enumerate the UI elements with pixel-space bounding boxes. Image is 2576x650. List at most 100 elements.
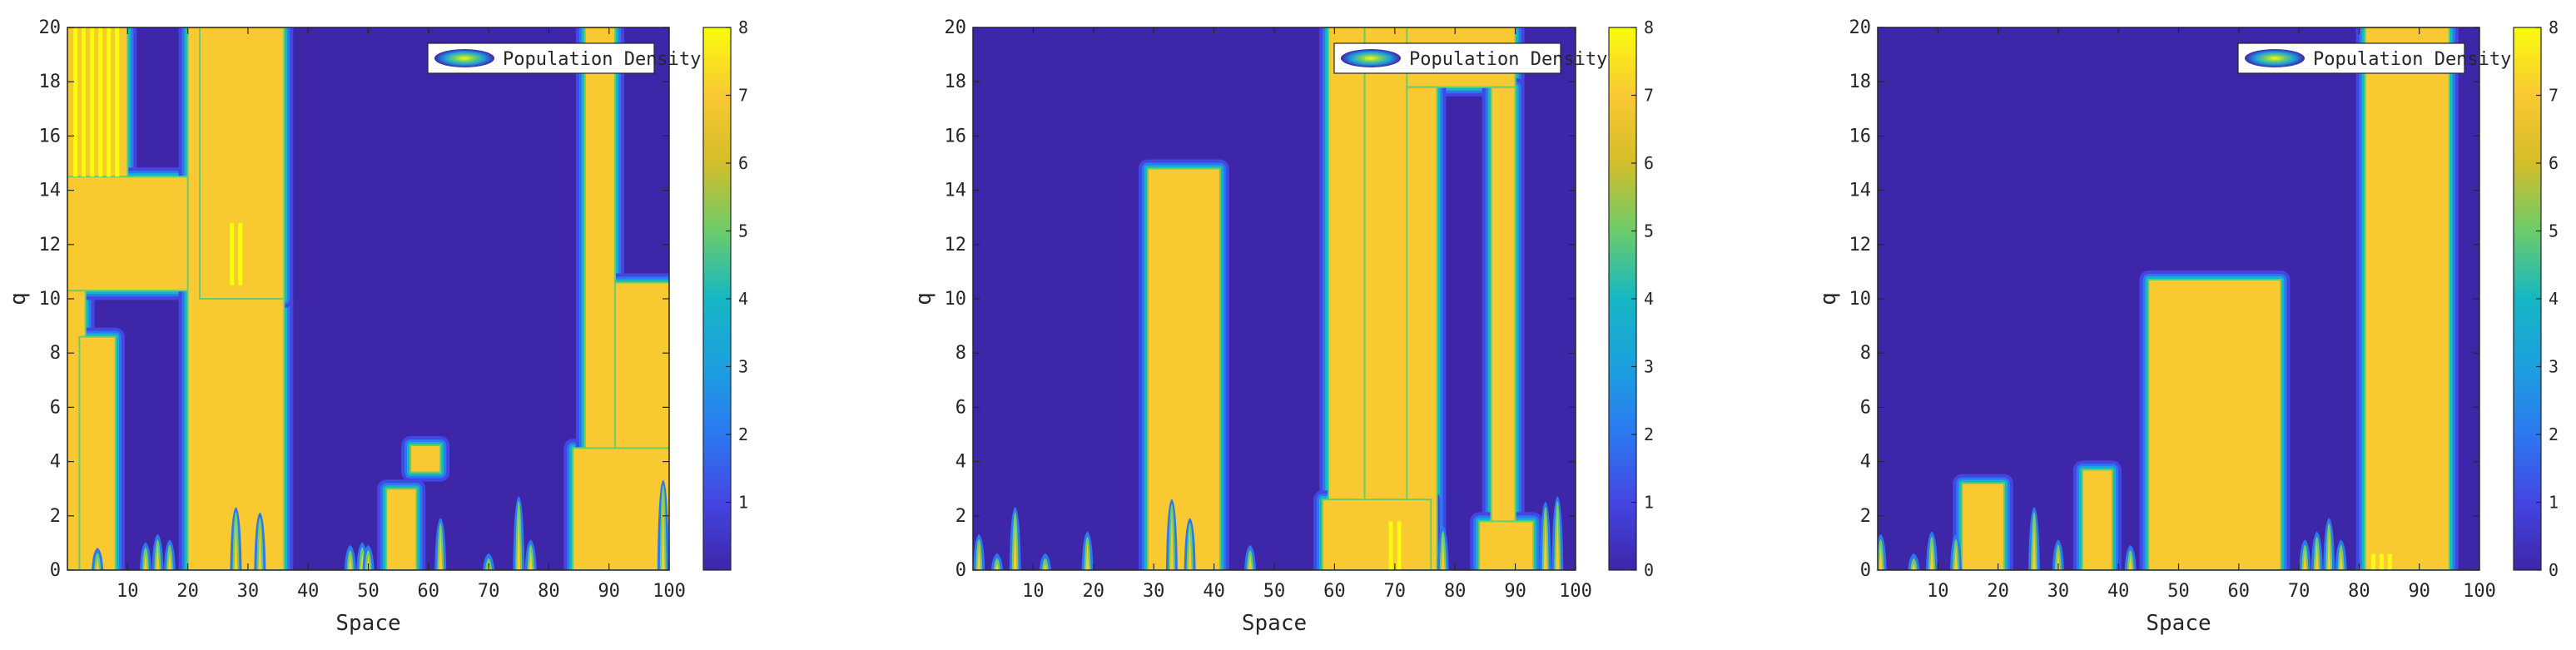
density-spike: [434, 518, 447, 570]
y-tick-label: 0: [955, 560, 966, 581]
legend: Population Density: [1333, 42, 1607, 74]
density-spike: [513, 496, 525, 570]
y-axis-label: q: [6, 292, 31, 305]
y-tick-label: 16: [945, 126, 967, 146]
region-core: [411, 446, 440, 472]
x-tick-label: 50: [357, 581, 380, 602]
x-tick-label: 40: [2107, 581, 2130, 602]
region-core: [585, 28, 614, 448]
x-tick-label: 90: [2408, 581, 2430, 602]
density-spike: [1039, 553, 1051, 570]
colorbar-tick-label: 1: [2549, 493, 2559, 513]
y-tick-label: 20: [945, 17, 967, 38]
y-tick-label: 0: [1860, 560, 1871, 581]
colorbar-tick-label: 8: [1644, 17, 1654, 37]
density-spike: [1908, 553, 1920, 570]
density-spike: [1081, 531, 1094, 570]
y-tick-label: 14: [39, 181, 62, 201]
region-core: [80, 337, 115, 569]
colorbar-tick-label: 6: [2549, 153, 2559, 173]
colorbar-tick-label: 3: [2549, 357, 2559, 377]
peak-density-region: [1388, 521, 1402, 570]
density-spike: [1551, 496, 1564, 570]
x-tick-label: 60: [418, 581, 440, 602]
x-tick-label: 20: [1987, 581, 2009, 602]
x-tick-label: 50: [2167, 581, 2190, 602]
y-tick-label: 20: [1849, 17, 1872, 38]
colorbar-tick-label: 4: [1644, 289, 1654, 309]
x-tick-label: 10: [1022, 581, 1045, 602]
y-axis-label: q: [1816, 292, 1841, 305]
y-tick-label: 2: [50, 506, 61, 527]
region-core: [1491, 87, 1515, 570]
y-tick-label: 6: [1860, 397, 1871, 418]
x-tick-label: 100: [2463, 581, 2496, 602]
legend-label: Population Density: [503, 49, 701, 70]
colorbar-tick-label: 0: [1644, 560, 1654, 580]
heatmap-panel-3: 10 20 30 40 50 60 70 80 90 10002468101214161820Sp…: [1816, 17, 2559, 636]
density-spike: [2335, 539, 2347, 570]
peak-density-region: [73, 27, 120, 177]
density-spike: [344, 544, 356, 570]
x-axis-label: Space: [335, 611, 400, 636]
density-spike: [2124, 544, 2137, 570]
x-tick-label: 30: [2047, 581, 2070, 602]
x-tick-label: 80: [2348, 581, 2370, 602]
y-tick-label: 2: [1860, 506, 1871, 527]
y-tick-label: 18: [39, 72, 62, 92]
density-spike: [1949, 533, 1962, 570]
x-tick-label: 70: [478, 581, 500, 602]
y-tick-label: 16: [39, 126, 62, 146]
colorbar: 0 1 2 3 4 5 6 7 8: [2513, 17, 2559, 580]
colorbar-tick-label: 4: [738, 289, 748, 309]
peak-density-region: [230, 222, 243, 285]
plot-area: [1878, 27, 2479, 570]
colorbar: 0 1 2 3 4 5 6 7 8: [1608, 17, 1654, 580]
colorbar-tick-label: 2: [738, 424, 748, 444]
y-axis-label: q: [911, 292, 936, 305]
density-spike: [151, 533, 164, 570]
y-tick-label: 16: [1849, 126, 1872, 146]
y-tick-label: 18: [1849, 72, 1872, 92]
x-tick-label: 80: [538, 581, 560, 602]
region-core: [2082, 470, 2112, 569]
x-tick-label: 70: [1384, 581, 1407, 602]
x-tick-label: 60: [1323, 581, 1346, 602]
colorbar-tick-label: 5: [1644, 221, 1654, 241]
legend-contour-icon: [1341, 49, 1401, 67]
colorbar-tick-label: 7: [2549, 86, 2559, 106]
heatmap-panel-1: 10 20 30 40 50 60 70 80 90 10002468101214161820Sp…: [6, 17, 748, 636]
region-core: [1480, 522, 1533, 569]
x-axis-label: Space: [1242, 611, 1307, 636]
legend-contour-icon: [2245, 49, 2305, 67]
plot-area: [973, 27, 1576, 570]
colorbar-tick-label: 2: [2549, 424, 2559, 444]
density-spike: [973, 533, 985, 570]
density-spike: [2310, 531, 2323, 570]
heatmap-panel-2: 10 20 30 40 50 60 70 80 90 10002468101214161820Sp…: [911, 17, 1654, 636]
region-core: [1323, 500, 1431, 569]
density-spike: [1926, 531, 1938, 570]
density-spike: [1244, 544, 1257, 570]
x-tick-label: 70: [2288, 581, 2310, 602]
density-spike: [92, 548, 104, 570]
x-axis-label: Space: [2146, 611, 2211, 636]
x-tick-label: 20: [1083, 581, 1105, 602]
peak-density-region: [2370, 553, 2392, 570]
y-tick-label: 2: [955, 506, 966, 527]
x-tick-label: 20: [176, 581, 199, 602]
region-core: [68, 177, 200, 290]
x-tick-label: 10: [117, 581, 139, 602]
colorbar-tick-label: 7: [738, 86, 748, 106]
legend-label: Population Density: [1409, 49, 1607, 70]
density-spike: [163, 539, 176, 570]
x-tick-label: 30: [237, 581, 260, 602]
x-tick-label: 100: [653, 581, 686, 602]
density-spike: [254, 512, 266, 570]
region-core: [2149, 280, 2281, 569]
legend-contour-icon: [434, 49, 494, 67]
plot-area: [67, 27, 669, 570]
y-tick-label: 6: [50, 397, 61, 418]
colorbar-tick-label: 7: [1644, 86, 1654, 106]
